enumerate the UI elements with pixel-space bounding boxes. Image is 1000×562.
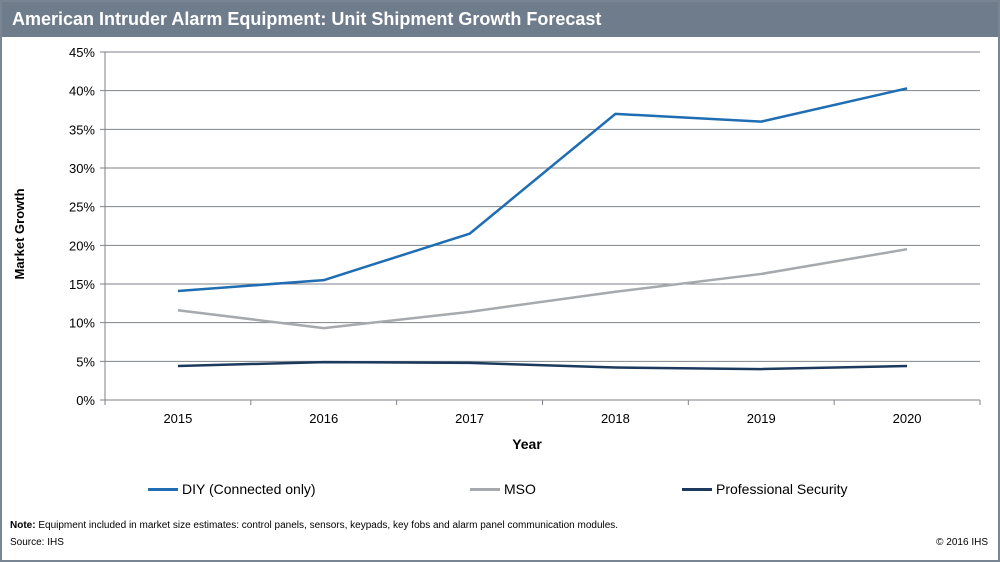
gridlines xyxy=(100,51,980,401)
note-text: Equipment included in market size estima… xyxy=(35,520,619,531)
x-axis-label: Year xyxy=(512,436,542,452)
x-tick-label: 2016 xyxy=(309,411,338,426)
chart-title: American Intruder Alarm Equipment: Unit … xyxy=(2,2,998,37)
x-tick-label: 2020 xyxy=(893,411,922,426)
x-tick-label: 2019 xyxy=(747,411,776,426)
y-tick-label: 45% xyxy=(69,45,95,60)
legend-swatch xyxy=(148,487,178,491)
series-lines xyxy=(177,87,908,371)
y-tick-label: 15% xyxy=(69,277,95,292)
footnote: Note: Equipment included in market size … xyxy=(10,520,618,531)
legend-item-mso: MSO xyxy=(470,481,536,497)
legend-swatch xyxy=(470,487,500,491)
series-line-mso xyxy=(177,247,908,330)
y-tick-label: 0% xyxy=(76,393,95,408)
y-axis-label: Market Growth xyxy=(12,188,27,279)
x-tick-label: 2018 xyxy=(601,411,630,426)
series-line-professional-security xyxy=(177,360,908,371)
x-tick-label: 2017 xyxy=(455,411,484,426)
legend-label: Professional Security xyxy=(716,481,848,497)
legend-item-diy: DIY (Connected only) xyxy=(148,481,316,497)
y-tick-label: 25% xyxy=(69,200,95,215)
axes: 0% 5% 10% 15% 20% 25% 30% 35% 40% 45% 2015 2016 2017… xyxy=(69,45,981,426)
note-label: Note: xyxy=(10,520,36,531)
x-tick-label: 2015 xyxy=(163,411,192,426)
source: Source: IHS xyxy=(10,537,64,548)
copyright: © 2016 IHS xyxy=(936,537,988,548)
legend-item-professional-security: Professional Security xyxy=(682,481,848,497)
legend-label: DIY (Connected only) xyxy=(182,481,316,497)
legend-swatch xyxy=(682,487,712,491)
legend-label: MSO xyxy=(504,481,536,497)
y-tick-label: 35% xyxy=(69,122,95,137)
y-tick-label: 20% xyxy=(69,238,95,253)
series-line-diy-connected-only xyxy=(177,87,908,293)
y-tick-label: 10% xyxy=(69,316,95,331)
y-tick-label: 5% xyxy=(76,354,95,369)
y-tick-label: 30% xyxy=(69,161,95,176)
y-tick-label: 40% xyxy=(69,84,95,99)
